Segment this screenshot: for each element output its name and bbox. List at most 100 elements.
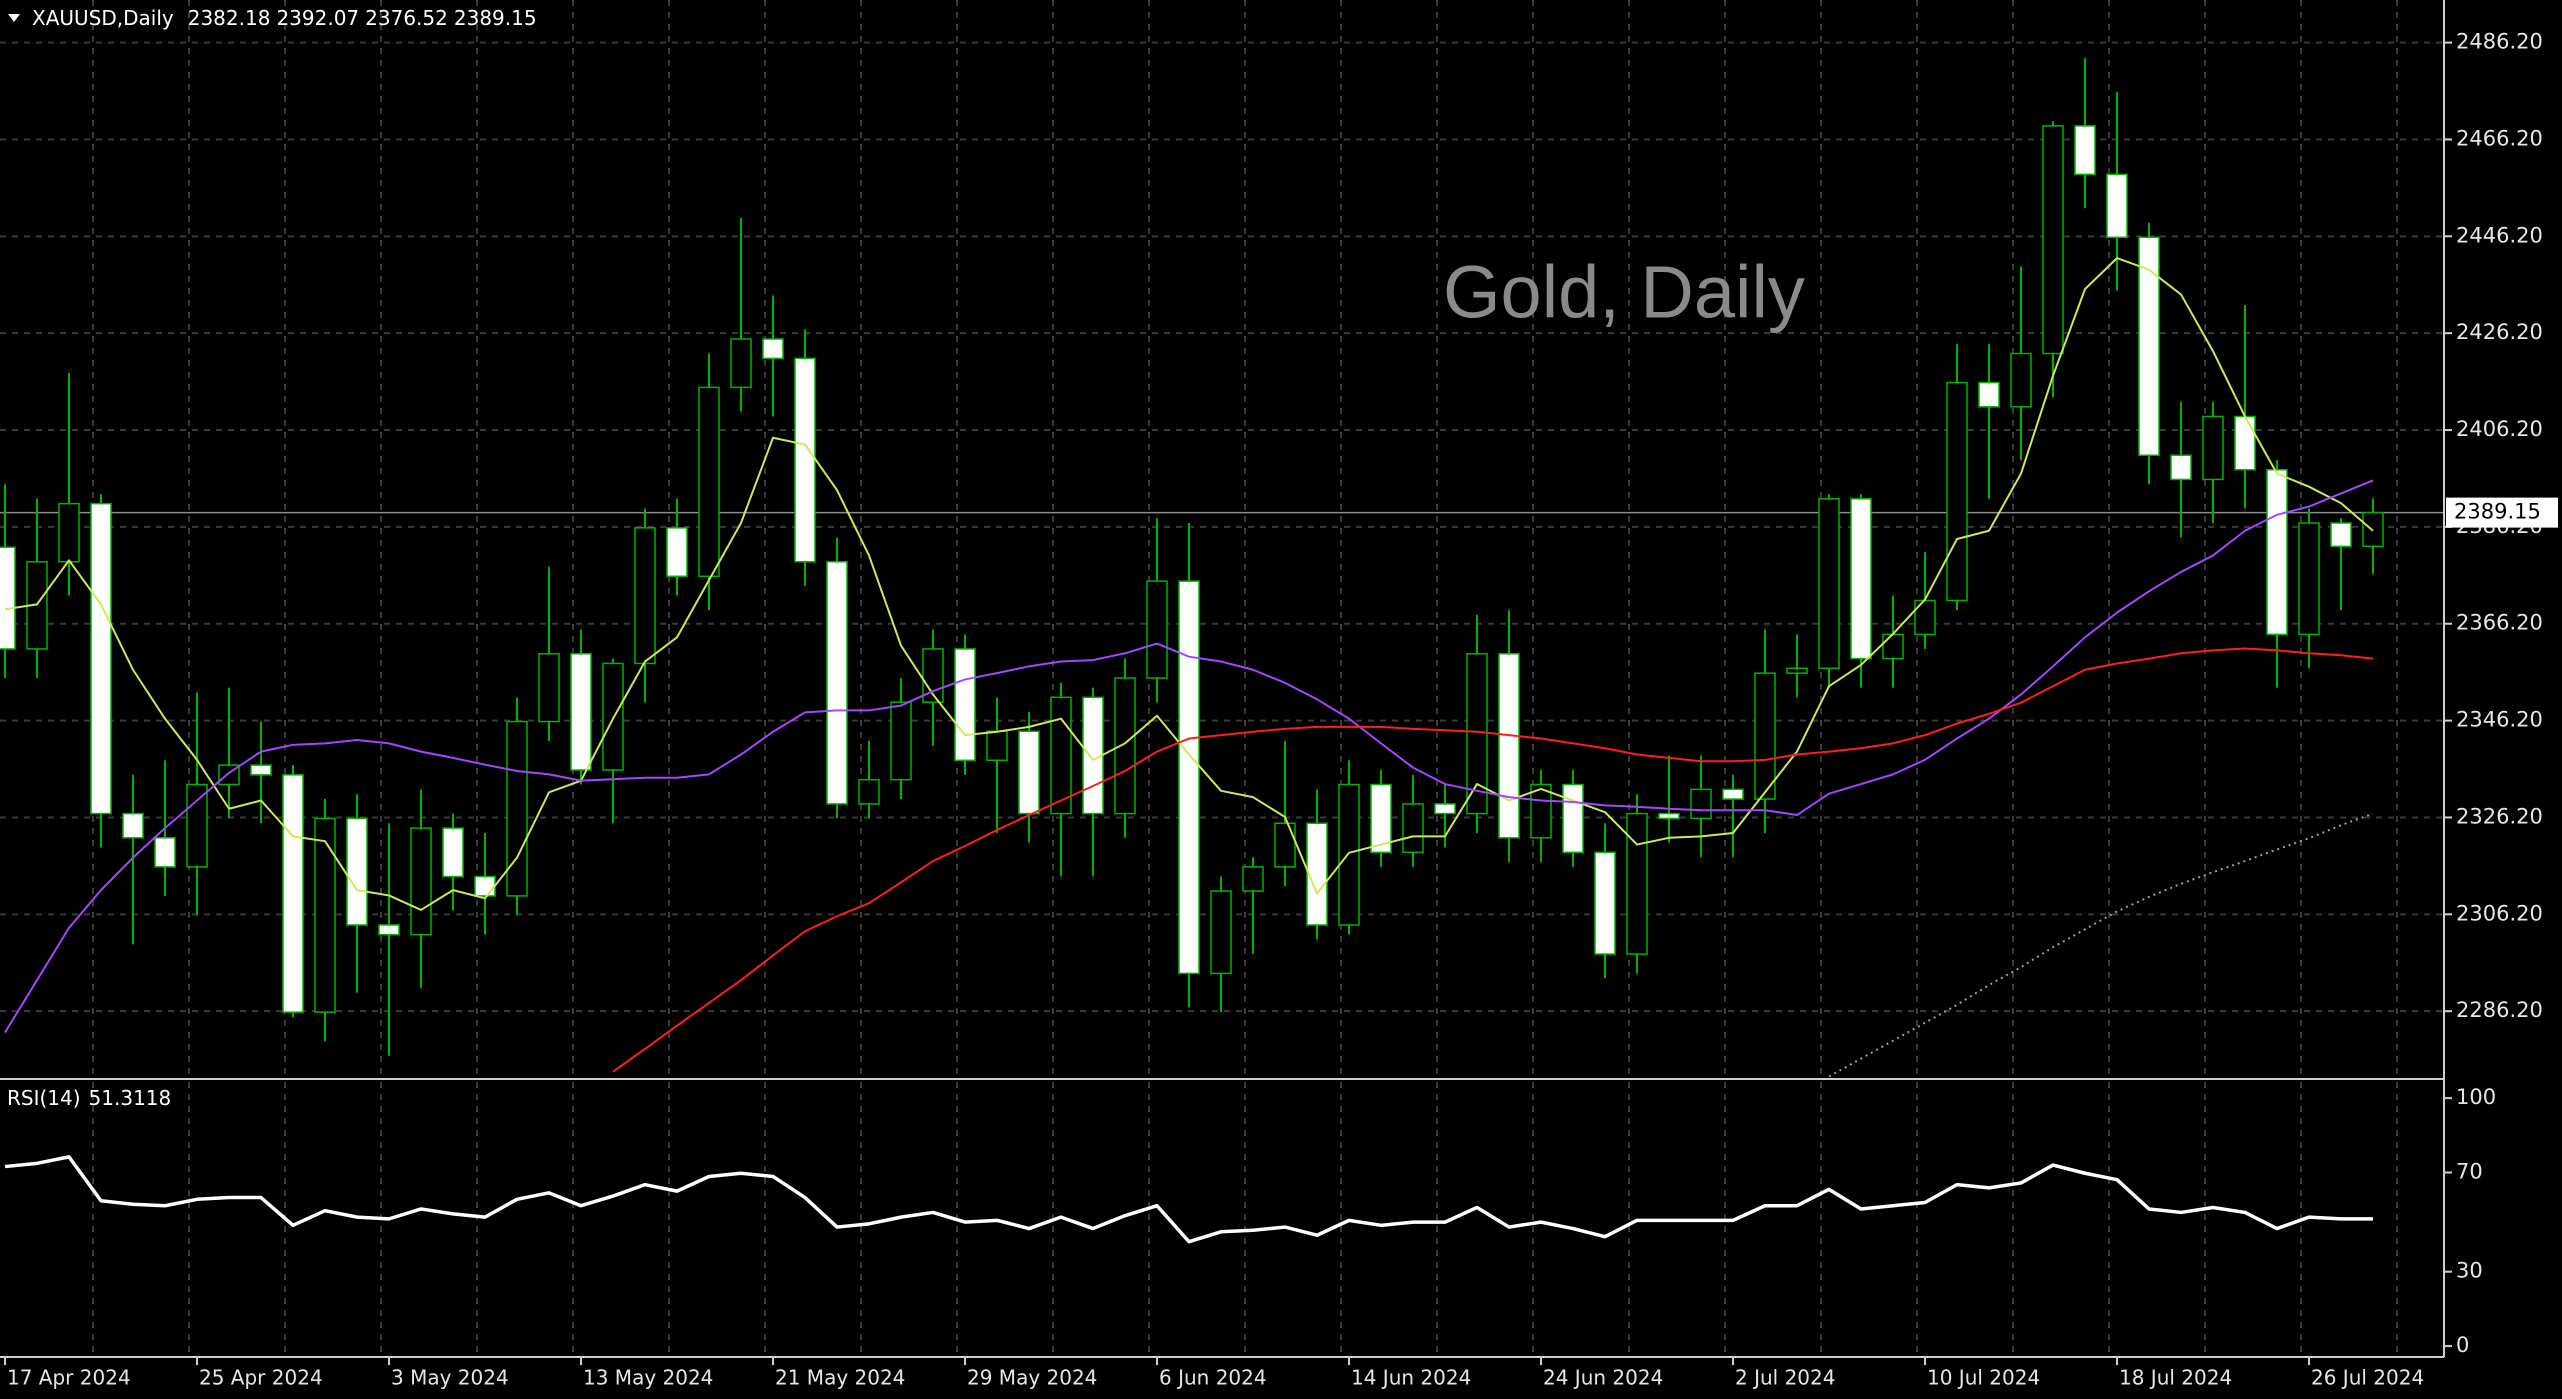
x-tick-label: 25 Apr 2024 — [199, 1366, 323, 1390]
candle-body — [986, 730, 1008, 762]
candle-body — [250, 764, 272, 776]
candle-body — [474, 875, 496, 897]
candle-body — [1882, 633, 1904, 660]
candle-body — [2202, 415, 2224, 481]
candle-body — [154, 837, 176, 868]
candle-body — [1946, 381, 1968, 602]
candle-body — [1658, 812, 1680, 820]
candle-body — [1722, 788, 1744, 800]
y-tick-label: 2466.20 — [2456, 126, 2543, 150]
moving-average — [4, 479, 2374, 1034]
candle-body — [2170, 454, 2192, 481]
symbol-header: XAUUSD,Daily 2382.18 2392.07 2376.52 2389.15 — [32, 6, 537, 30]
candle-body — [1018, 730, 1040, 815]
y-tick-label: 30 — [2456, 1259, 2483, 1283]
x-tick-label: 14 Jun 2024 — [1351, 1366, 1471, 1390]
candle-body — [2330, 522, 2352, 548]
x-tick-label: 6 Jun 2024 — [1159, 1366, 1267, 1390]
candle-body — [698, 386, 720, 578]
menu-triangle[interactable] — [8, 14, 20, 22]
y-tick-label: 2306.20 — [2456, 901, 2543, 925]
open-value: 2382.18 — [188, 6, 271, 30]
candle-body — [1562, 783, 1584, 854]
candle-body — [1914, 599, 1936, 636]
candle-body — [890, 701, 912, 781]
high-value: 2392.07 — [276, 6, 359, 30]
candle-body — [442, 827, 464, 878]
x-tick-label: 10 Jul 2024 — [1927, 1366, 2040, 1390]
symbol: XAUUSD,Daily — [32, 6, 174, 30]
y-tick-label: 100 — [2456, 1085, 2496, 1109]
low-value: 2376.52 — [365, 6, 448, 30]
candle-body — [122, 812, 144, 839]
candle-body — [538, 653, 560, 723]
close-value: 2389.15 — [454, 6, 537, 30]
candle-body — [1434, 803, 1456, 815]
candle-body — [378, 924, 400, 936]
candle-body — [2010, 352, 2032, 408]
y-tick-label: 2346.20 — [2456, 708, 2543, 732]
x-tick-label: 21 May 2024 — [775, 1366, 905, 1390]
candle-body — [2266, 468, 2288, 636]
candle-body — [1818, 498, 1840, 670]
candle-body — [90, 502, 112, 815]
candle-body — [410, 827, 432, 936]
x-tick-label: 17 Apr 2024 — [7, 1366, 131, 1390]
x-tick-label: 13 May 2024 — [583, 1366, 713, 1390]
y-tick-label: 2426.20 — [2456, 320, 2543, 344]
y-tick-label: 2366.20 — [2456, 611, 2543, 635]
candle-body — [186, 783, 208, 868]
candle-body — [1114, 677, 1136, 815]
candle-body — [954, 648, 976, 762]
candle-body — [1210, 890, 1232, 975]
candle-body — [314, 817, 336, 1013]
candle-body — [2074, 125, 2096, 176]
x-tick-label: 2 Jul 2024 — [1735, 1366, 1835, 1390]
candle-body — [1530, 783, 1552, 839]
price-label: 2389.15 — [2454, 500, 2541, 524]
moving-average — [612, 647, 2374, 1073]
candle-body — [1274, 822, 1296, 868]
candle-body — [794, 357, 816, 563]
price-label-box — [2446, 497, 2558, 528]
watermark: Gold, Daily — [1443, 251, 1805, 334]
candle-body — [1370, 783, 1392, 854]
rsi-grid — [92, 1082, 2398, 1356]
candle-body — [1978, 381, 2000, 408]
candle-body — [2298, 522, 2320, 636]
y-tick-label: 70 — [2456, 1160, 2483, 1184]
rsi-layer — [4, 1155, 2374, 1244]
y-tick-label: 2326.20 — [2456, 804, 2543, 828]
candle-body — [1306, 822, 1328, 926]
candle-body — [1178, 580, 1200, 975]
candle-body — [1498, 653, 1520, 839]
x-tick-label: 26 Jul 2024 — [2311, 1366, 2424, 1390]
y-tick-label: 2446.20 — [2456, 223, 2543, 247]
candle-body — [346, 817, 368, 926]
rsi-title: RSI(14) — [7, 1086, 81, 1110]
candle-body — [58, 502, 80, 563]
candle-body — [2042, 125, 2064, 355]
x-tick-label: 3 May 2024 — [391, 1366, 509, 1390]
candle-body — [1626, 812, 1648, 955]
candle-body — [0, 546, 16, 650]
rsi-value: 51.3118 — [89, 1086, 172, 1110]
candle-body — [1402, 803, 1424, 854]
candle-body — [1786, 667, 1808, 674]
candle-body — [1050, 696, 1072, 815]
rsi-line — [4, 1155, 2374, 1244]
candle-body — [506, 720, 528, 897]
candle-body — [1338, 783, 1360, 926]
moving-average — [4, 257, 2374, 911]
candle-body — [730, 338, 752, 389]
candle-body — [1850, 498, 1872, 660]
candle-body — [858, 778, 880, 805]
y-tick-label: 2286.20 — [2456, 998, 2543, 1022]
candle-body — [1594, 851, 1616, 955]
candle-body — [1242, 866, 1264, 892]
candle-body — [282, 774, 304, 1013]
y-tick-label: 0 — [2456, 1333, 2469, 1357]
